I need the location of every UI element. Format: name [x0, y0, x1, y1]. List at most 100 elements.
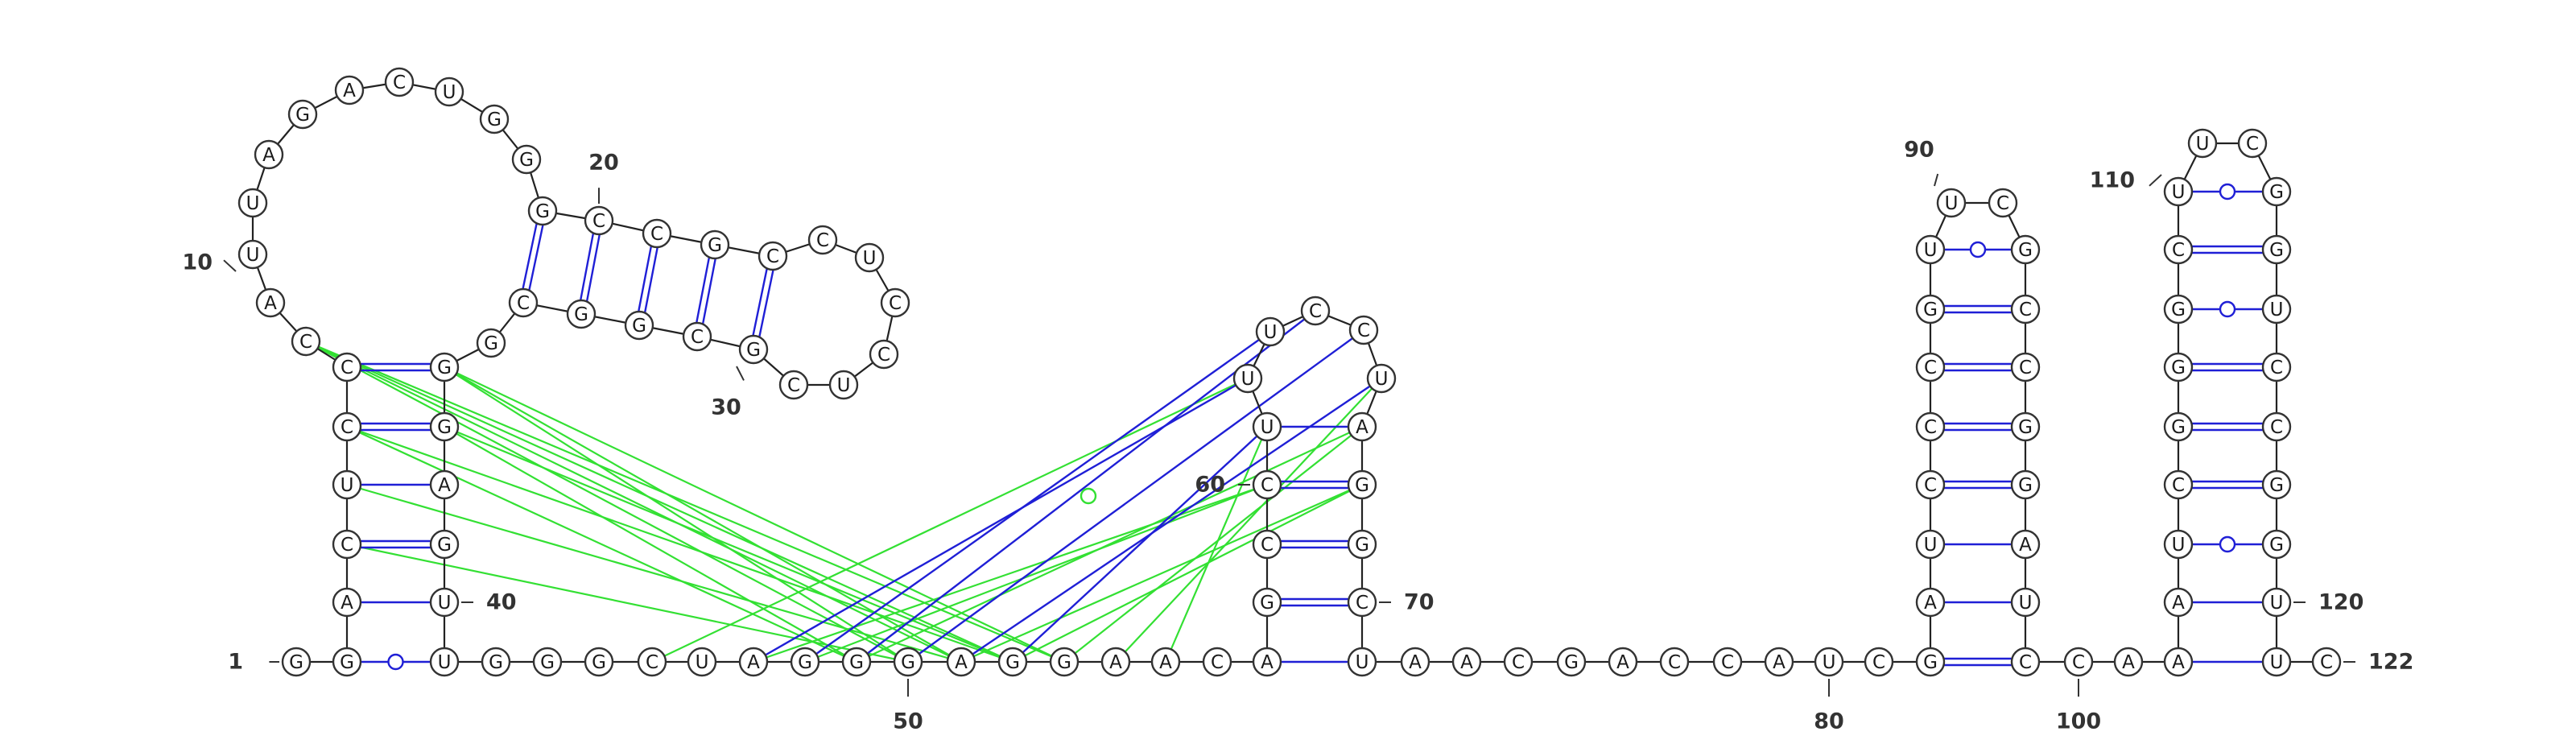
nucleotide-circle	[508, 287, 539, 318]
nucleotide-circle	[2163, 469, 2194, 500]
nucleotide-letter: C	[787, 375, 800, 396]
base-pair-line	[696, 257, 711, 323]
nucleotide-circle	[1347, 647, 1377, 677]
nucleotide-letter: G	[1057, 652, 1071, 673]
position-number: 120	[2318, 590, 2363, 615]
nucleotide-letter: U	[1261, 417, 1274, 438]
nucleotide-circle	[2261, 587, 2292, 618]
nucleotide-letter: G	[487, 110, 502, 130]
nucleotide: C	[584, 205, 614, 236]
nucleotide: U	[434, 76, 464, 107]
nucleotide-circle	[1252, 587, 1282, 618]
nucleotide: U	[828, 370, 859, 400]
nucleotide-circle	[828, 370, 859, 400]
nucleotide: C	[508, 287, 539, 318]
tertiary-interaction-line	[1012, 484, 1363, 663]
nucleotide-circle	[1915, 294, 1946, 324]
nucleotide: C	[807, 225, 838, 255]
nucleotide-circle	[1814, 647, 1844, 677]
nucleotide: G	[624, 310, 654, 341]
nucleotide-letter: A	[1460, 652, 1473, 673]
tertiary-interaction-line	[346, 543, 909, 663]
nucleotide-letter: G	[2018, 240, 2033, 261]
nucleotide: G	[700, 229, 730, 260]
nucleotide-letter: G	[592, 652, 606, 673]
nucleotide-letter: U	[2270, 300, 2284, 320]
nucleotide-circle	[2163, 411, 2194, 442]
nucleotide: G	[997, 647, 1028, 677]
nucleotide: G	[841, 647, 872, 677]
nucleotide: G	[2261, 529, 2292, 560]
nucleotide-letter: A	[1356, 417, 1368, 438]
nucleotide: C	[682, 321, 712, 352]
nucleotide-letter: A	[1261, 652, 1274, 673]
nucleotide: A	[1347, 411, 1377, 442]
nucleotide-circle	[1347, 469, 1377, 500]
nucleotide-circle	[2237, 128, 2268, 159]
nucleotide-letter: C	[341, 417, 353, 438]
nucleotide: U	[1915, 234, 1946, 265]
nucleotide-circle	[1608, 647, 1638, 677]
nucleotide-letter: G	[289, 652, 303, 673]
nucleotide-letter: A	[1159, 652, 1172, 673]
tertiary-interaction-line	[444, 366, 909, 663]
nucleotide: G	[476, 328, 506, 358]
nucleotide-circle	[532, 647, 563, 677]
nucleotide: U	[1915, 529, 1946, 560]
nucleotide-letter: G	[437, 417, 452, 438]
nucleotide-letter: C	[889, 293, 902, 314]
nucleotide-letter: C	[1356, 593, 1368, 614]
nucleotide-circle	[2063, 647, 2094, 677]
base-pair-line	[522, 223, 538, 289]
nucleotide-letter: C	[2270, 358, 2283, 378]
nucleotide: C	[1864, 647, 1894, 677]
nucleotide: G	[1347, 529, 1377, 560]
nucleotide-letter: A	[2019, 535, 2032, 556]
nucleotide-letter: G	[484, 333, 498, 354]
nucleotide-circle	[287, 99, 318, 130]
position-number: 90	[1904, 138, 1934, 163]
nucleotide: G	[332, 647, 362, 677]
nucleotide-circle	[511, 144, 542, 175]
nucleotide: U	[2163, 176, 2194, 207]
nucleotide: U	[854, 242, 885, 273]
nucleotide-circle	[1400, 647, 1430, 677]
nucleotide: U	[429, 647, 460, 677]
nucleotide-letter: U	[1823, 652, 1836, 673]
nucleotide-circle	[1915, 234, 1946, 265]
nucleotide-letter: C	[1261, 475, 1274, 496]
nucleotide: G	[1252, 587, 1282, 618]
nucleotide: A	[1764, 647, 1794, 677]
nucleotide-letter: C	[2172, 240, 2185, 261]
nucleotide-letter: G	[746, 340, 761, 361]
nucleotide: C	[1915, 469, 1946, 500]
nucleotide: U	[2163, 529, 2194, 560]
nucleotide-circle	[637, 647, 667, 677]
nucleotide-circle	[1348, 315, 1379, 345]
nucleotide: C	[758, 241, 788, 271]
nucleotide: U	[429, 587, 460, 618]
nucleotide: A	[1915, 587, 1946, 618]
wobble-marker-icon	[2219, 300, 2236, 318]
nucleotide-circle	[2163, 587, 2194, 618]
nucleotide-circle	[527, 196, 558, 226]
wobble-marker-icon	[387, 653, 404, 671]
nucleotide: C	[2311, 647, 2342, 677]
nucleotide: C	[1348, 315, 1379, 345]
nucleotide-circle	[2010, 352, 2041, 382]
tertiary-interaction-line	[346, 483, 962, 663]
nucleotide-letter: A	[1409, 652, 1422, 673]
nucleotide-circle	[1255, 316, 1286, 347]
nucleotide: G	[2163, 294, 2194, 324]
nucleotide: C	[1988, 188, 2018, 218]
nucleotide-circle	[1503, 647, 1534, 677]
nucleotide: G	[1347, 469, 1377, 500]
nucleotide: C	[1202, 647, 1232, 677]
nucleotide-circle	[1712, 647, 1743, 677]
nucleotide: C	[1712, 647, 1743, 677]
nucleotide-circle	[1252, 529, 1282, 560]
nucleotide: C	[2163, 234, 2194, 265]
nucleotide-circle	[893, 647, 923, 677]
tertiary-interaction-line	[305, 340, 1013, 663]
